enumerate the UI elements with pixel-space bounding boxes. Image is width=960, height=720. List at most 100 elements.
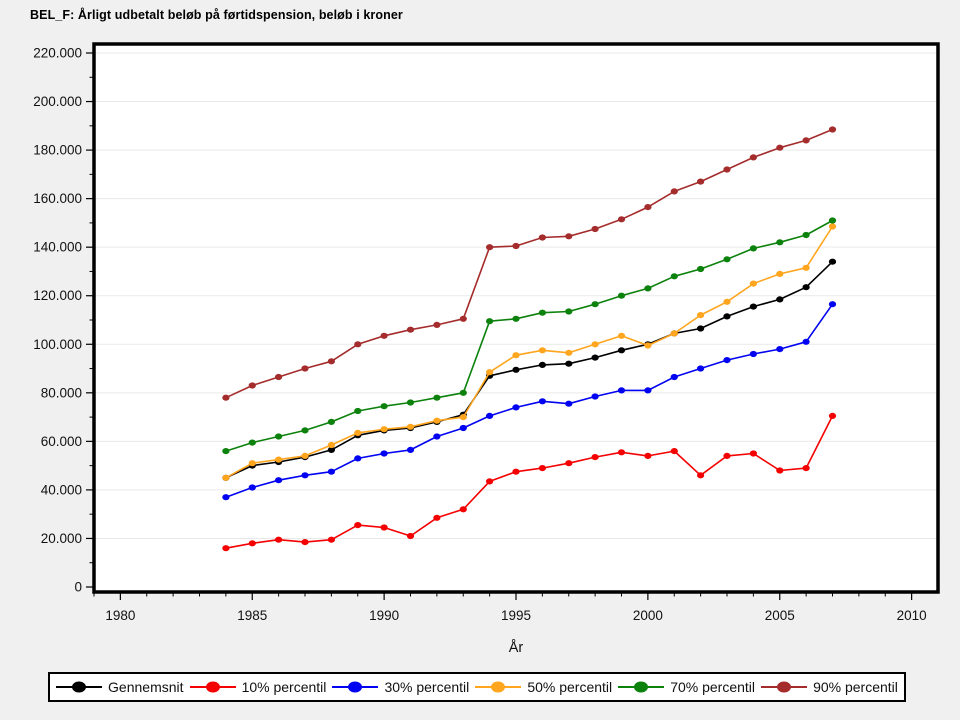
marker-90%-percentil-1992: [433, 321, 441, 328]
x-tick-label: 1980: [105, 608, 135, 623]
marker-70%-percentil-2004: [749, 245, 758, 252]
marker-70%-percentil-1992: [433, 394, 441, 401]
marker-70%-percentil-1998: [591, 301, 599, 308]
marker-70%-percentil-2007: [828, 217, 837, 224]
marker-50%-percentil-2001: [670, 330, 678, 337]
marker-30%-percentil-1997: [565, 400, 573, 407]
legend-label: Gennemsnit: [108, 679, 184, 695]
marker-10%-percentil-1999: [617, 449, 626, 456]
y-tick-label: 140.000: [33, 240, 82, 255]
marker-50%-percentil-1990: [380, 426, 388, 433]
legend-item-10%-percentil: 10% percentil: [189, 679, 326, 695]
series-line-90%-percentil: [225, 128, 833, 399]
legend-marker-icon: [618, 681, 665, 693]
marker-90%-percentil-2003: [723, 166, 731, 173]
marker-30%-percentil-1993: [459, 424, 467, 432]
marker-90%-percentil-1997: [565, 233, 573, 240]
legend-marker-icon: [189, 681, 236, 693]
legend-label: 30% percentil: [384, 679, 470, 695]
marker-70%-percentil-1989: [354, 407, 362, 415]
y-tick-label: 80.000: [41, 385, 82, 400]
marker-10%-percentil-2002: [697, 472, 705, 479]
marker-gennemsnit-2005: [776, 296, 784, 303]
marker-30%-percentil-1994: [486, 412, 494, 419]
legend-item-30%-percentil: 30% percentil: [332, 679, 469, 695]
marker-90%-percentil-1995: [512, 242, 520, 250]
marker-90%-percentil-1999: [617, 216, 626, 223]
y-tick-label: 220.000: [33, 46, 82, 61]
legend-item-50%-percentil: 50% percentil: [475, 679, 612, 695]
marker-70%-percentil-1986: [275, 433, 283, 440]
marker-30%-percentil-1984: [222, 494, 230, 501]
marker-50%-percentil-1987: [301, 452, 309, 459]
marker-90%-percentil-2004: [749, 154, 758, 161]
marker-10%-percentil-1985: [248, 540, 256, 547]
marker-gennemsnit-1998: [591, 354, 599, 361]
x-tick-label: 2005: [765, 608, 795, 623]
legend: Gennemsnit 10% percentil 30% percentil 50% …: [48, 672, 906, 702]
marker-90%-percentil-1989: [354, 341, 362, 348]
series-line-gennemsnit: [225, 261, 834, 479]
series-line-70%-percentil: [225, 219, 833, 452]
marker-90%-percentil-2006: [802, 137, 810, 144]
marker-50%-percentil-1988: [327, 441, 335, 449]
marker-70%-percentil-1996: [538, 309, 547, 316]
marker-gennemsnit-2004: [749, 303, 758, 310]
marker-gennemsnit-1996: [538, 361, 547, 368]
legend-marker-icon: [56, 681, 103, 693]
marker-70%-percentil-1991: [406, 399, 415, 406]
marker-50%-percentil-1984: [222, 474, 230, 481]
x-tick-label: 1995: [501, 608, 531, 623]
marker-30%-percentil-2004: [749, 350, 758, 358]
marker-50%-percentil-1992: [433, 417, 441, 424]
marker-gennemsnit-2003: [723, 313, 731, 320]
marker-10%-percentil-1992: [433, 514, 441, 521]
marker-gennemsnit-2007: [828, 258, 837, 265]
marker-10%-percentil-1997: [565, 460, 573, 467]
marker-90%-percentil-2002: [697, 178, 705, 185]
marker-50%-percentil-1994: [486, 369, 494, 376]
chart-title: BEL_F: Årligt udbetalt beløb på førtidsp…: [30, 8, 403, 22]
marker-30%-percentil-2007: [828, 301, 837, 308]
marker-70%-percentil-1994: [486, 318, 494, 325]
y-tick-label: 180.000: [33, 143, 82, 158]
marker-70%-percentil-1990: [380, 403, 388, 410]
marker-70%-percentil-2000: [644, 285, 652, 292]
y-tick-label: 160.000: [33, 191, 82, 206]
marker-30%-percentil-2001: [670, 373, 678, 381]
marker-70%-percentil-1984: [222, 448, 230, 455]
marker-70%-percentil-2006: [802, 231, 810, 239]
marker-30%-percentil-1999: [617, 387, 626, 394]
marker-10%-percentil-1996: [538, 465, 547, 472]
marker-70%-percentil-2001: [670, 273, 678, 280]
y-tick-label: 0: [74, 580, 82, 595]
legend-marker-icon: [475, 681, 522, 693]
y-tick-label: 200.000: [33, 94, 82, 109]
marker-50%-percentil-1997: [565, 349, 573, 356]
marker-90%-percentil-1988: [327, 358, 335, 365]
marker-gennemsnit-1995: [512, 366, 520, 373]
marker-50%-percentil-2000: [644, 342, 652, 349]
marker-30%-percentil-1991: [406, 446, 415, 453]
line-chart: 0 20.000 40.000 60.000 80.000 100.000 120.000 1…: [33, 42, 940, 656]
series-line-10%-percentil: [225, 415, 834, 549]
marker-10%-percentil-1986: [275, 536, 283, 543]
marker-30%-percentil-1985: [248, 484, 256, 491]
marker-50%-percentil-2006: [802, 264, 810, 271]
marker-50%-percentil-2004: [749, 280, 758, 287]
marker-70%-percentil-1997: [565, 308, 573, 315]
marker-90%-percentil-1990: [380, 332, 388, 339]
x-tick-label: 2010: [897, 608, 927, 623]
marker-50%-percentil-2003: [723, 298, 731, 305]
x-tick-label: 1985: [237, 608, 267, 623]
marker-90%-percentil-2001: [670, 188, 678, 195]
marker-30%-percentil-2000: [644, 387, 652, 394]
marker-30%-percentil-1995: [512, 404, 520, 411]
marker-gennemsnit-2006: [802, 284, 810, 291]
x-axis-title: År: [509, 639, 524, 656]
y-tick-label: 100.000: [33, 337, 82, 352]
marker-90%-percentil-1998: [591, 225, 599, 233]
marker-90%-percentil-1987: [301, 365, 309, 372]
marker-70%-percentil-2002: [697, 265, 705, 273]
marker-50%-percentil-1998: [591, 341, 599, 348]
